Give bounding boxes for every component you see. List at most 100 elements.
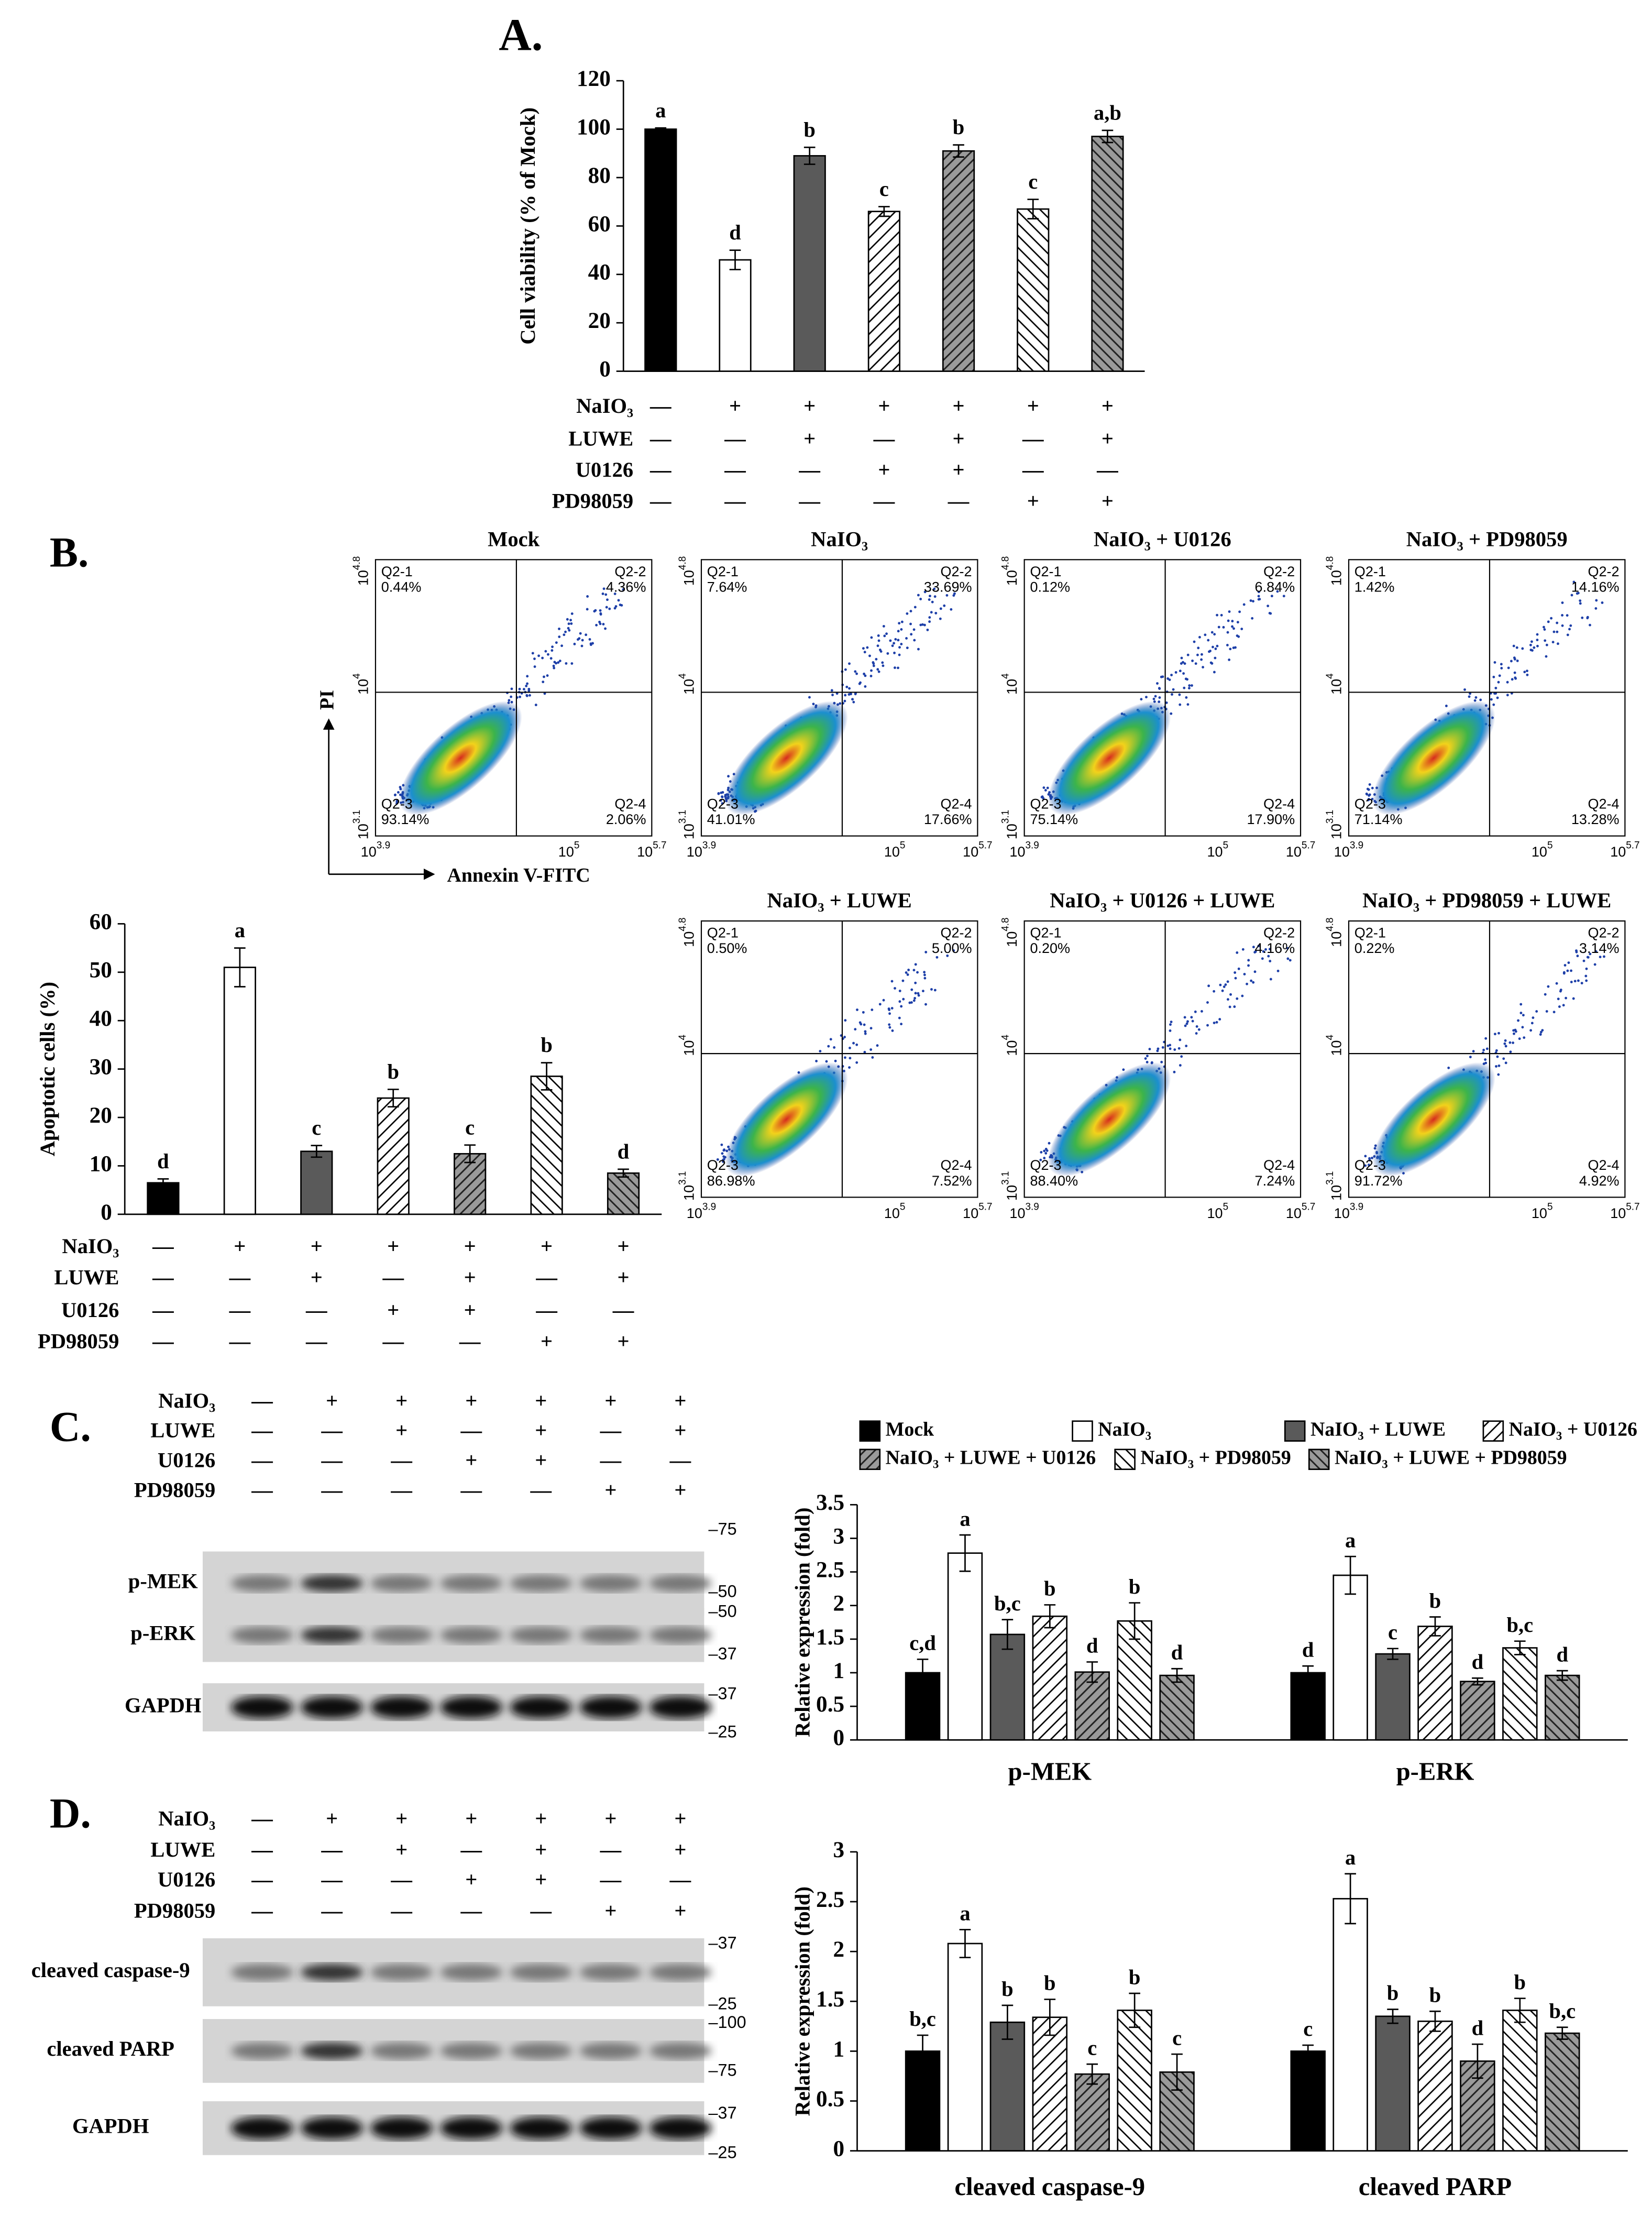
treatment-mark: + [541, 1329, 553, 1353]
event-dot [1561, 624, 1564, 627]
y-tick-label: 1.5 [816, 1625, 844, 1650]
event-dot [894, 987, 896, 990]
x-tick-label: p-ERK [1396, 1757, 1474, 1785]
event-dot [1210, 662, 1214, 665]
tick-base: 10 [1004, 931, 1020, 947]
tick-base: 10 [687, 844, 702, 860]
y-tick-label: 30 [90, 1055, 112, 1080]
quadrant-value: 5.00% [932, 940, 972, 956]
event-dot [508, 699, 511, 702]
x-tick-label: cleaved PARP [1359, 2173, 1512, 2201]
quadrant-value: 13.28% [1571, 811, 1620, 827]
event-dot [617, 599, 620, 602]
event-dot [1241, 994, 1244, 997]
event-dot [1368, 794, 1371, 797]
quadrant-value: 88.40% [1030, 1173, 1078, 1189]
event-dot [863, 1023, 866, 1026]
quadrant-name: Q2-1 [1030, 925, 1061, 940]
event-dot [1368, 783, 1371, 786]
event-dot [882, 999, 885, 1002]
event-dot [1503, 1042, 1506, 1045]
band-label: p-ERK [130, 1621, 195, 1644]
tick-exponent: 3.1 [1325, 1171, 1336, 1185]
legend-label: NaIO₃ [1098, 1418, 1151, 1440]
event-dot [1208, 650, 1210, 653]
event-dot [1523, 671, 1526, 674]
y-tick-label: 40 [90, 1006, 112, 1031]
treatment-mark: + [953, 426, 965, 450]
event-dot [1044, 1151, 1048, 1155]
tick-exponent: 5.7 [1626, 1201, 1639, 1212]
event-dot [930, 611, 933, 614]
event-dot [1195, 1025, 1198, 1028]
treatment-mark: + [395, 1389, 408, 1412]
event-dot [1169, 1044, 1172, 1047]
blot-band [649, 1696, 712, 1719]
significance-letter: b [1429, 1983, 1441, 2007]
event-dot [1545, 655, 1548, 658]
event-dot [1512, 1041, 1515, 1044]
event-dot [1236, 951, 1239, 954]
event-dot [1183, 686, 1186, 689]
event-dot [599, 609, 602, 612]
event-dot [1232, 627, 1235, 630]
blot-band [510, 1575, 572, 1592]
tick-exponent: 3.9 [1350, 840, 1363, 851]
significance-letter: b [1044, 1577, 1056, 1600]
event-dot [581, 639, 584, 642]
treatment-mark: + [878, 458, 890, 481]
event-dot [830, 689, 833, 692]
event-dot [900, 1005, 903, 1008]
quadrant-name: Q2-4 [940, 796, 972, 811]
significance-letter: a [960, 1507, 970, 1530]
treatment-mark: — [535, 1298, 557, 1322]
tick-exponent: 4 [351, 673, 362, 679]
tick-exponent: 5 [900, 840, 906, 851]
treatment-mark: — [600, 1448, 622, 1472]
tick-label: 104.8 [677, 917, 697, 947]
legend-label: NaIO₃ + LUWE + PD98059 [1335, 1446, 1567, 1468]
event-dot [1557, 997, 1560, 1001]
treatment-mark: + [617, 1329, 629, 1353]
flow-y-label: PI [316, 690, 338, 710]
treatment-mark: — [390, 1899, 412, 1923]
event-dot [1266, 605, 1270, 608]
blot-band [231, 1626, 294, 1644]
quadrant-name: Q2-3 [1354, 1157, 1386, 1173]
event-dot [1231, 625, 1234, 628]
event-dot [914, 992, 917, 995]
tick-base: 10 [1009, 844, 1025, 860]
band-label: cleaved caspase-9 [31, 1958, 190, 1982]
tick-exponent: 3.1 [1000, 1171, 1011, 1185]
event-dot [919, 598, 922, 600]
event-dot [1482, 1048, 1485, 1051]
event-dot [1170, 1021, 1173, 1024]
event-dot [922, 990, 924, 993]
bar [947, 1552, 983, 1741]
event-dot [1472, 1050, 1475, 1053]
event-dot [1188, 684, 1191, 687]
event-dot [923, 971, 926, 974]
event-dot [1191, 659, 1194, 662]
treatment-mark: — [251, 1389, 273, 1412]
treatment-mark: — [382, 1329, 404, 1353]
tick-label: 104.8 [351, 556, 371, 586]
quadrant-name: Q2-2 [940, 925, 972, 940]
event-dot [1190, 1016, 1193, 1019]
tick-base: 10 [1207, 844, 1223, 860]
tick-label: 104.8 [1000, 556, 1020, 586]
significance-letter: a [655, 98, 666, 122]
quadrant-name: Q2-3 [707, 796, 739, 811]
event-dot [876, 1044, 879, 1047]
x-tick-label: cleaved caspase-9 [955, 2173, 1146, 2201]
treatment-mark: — [600, 1838, 622, 1861]
event-dot [1247, 959, 1250, 962]
legend-label: NaIO₃ + LUWE [1310, 1418, 1446, 1440]
blot-band [370, 1696, 433, 1719]
tick-label: 103.9 [687, 840, 716, 860]
quadrant-value: 0.12% [1030, 579, 1070, 595]
event-dot [1246, 982, 1249, 985]
tick-exponent: 5.7 [1626, 840, 1639, 851]
event-dot [877, 639, 880, 642]
event-dot [1202, 666, 1205, 668]
